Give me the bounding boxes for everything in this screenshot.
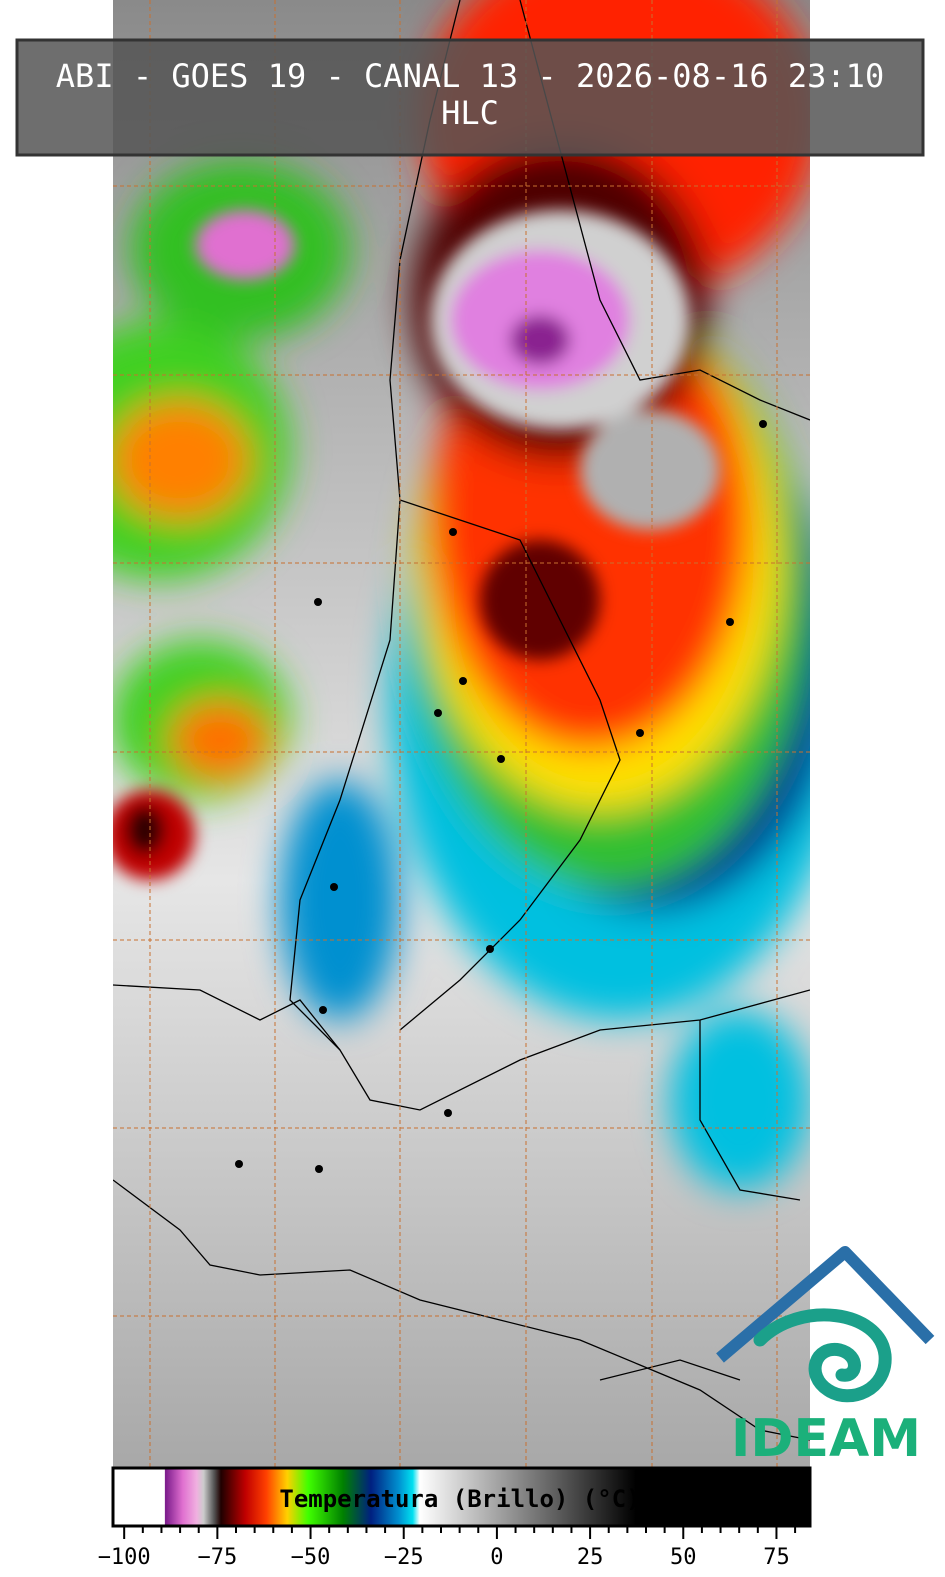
title-box: ABI - GOES 19 - CANAL 13 - 2026-08-16 23…	[15, 38, 925, 157]
tick-label: 25	[577, 1545, 604, 1570]
tick-label: −25	[384, 1545, 424, 1570]
logo: IDEAM	[716, 1246, 935, 1469]
tick-label: 75	[763, 1545, 790, 1570]
tick-label: −75	[197, 1545, 237, 1570]
colorbar: Temperatura (Brillo) (°C) −100 −75 −50 −25 0…	[98, 1466, 812, 1570]
tick-label: −50	[291, 1545, 331, 1570]
satellite-map	[113, 0, 810, 1467]
title: ABI - GOES 19 - CANAL 13 - 2026-08-16 23…	[56, 57, 884, 95]
tick-label: −100	[98, 1545, 151, 1570]
logo-text: IDEAM	[731, 1409, 921, 1469]
subtitle: HLC	[441, 94, 499, 132]
tick-label: 50	[670, 1545, 697, 1570]
colorbar-label: Temperatura (Brillo) (°C)	[279, 1485, 640, 1513]
tick-label: 0	[490, 1545, 503, 1570]
